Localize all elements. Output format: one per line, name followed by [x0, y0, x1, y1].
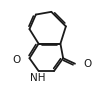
Text: NH: NH — [30, 73, 45, 83]
Text: O: O — [13, 55, 21, 65]
Text: O: O — [84, 59, 92, 69]
